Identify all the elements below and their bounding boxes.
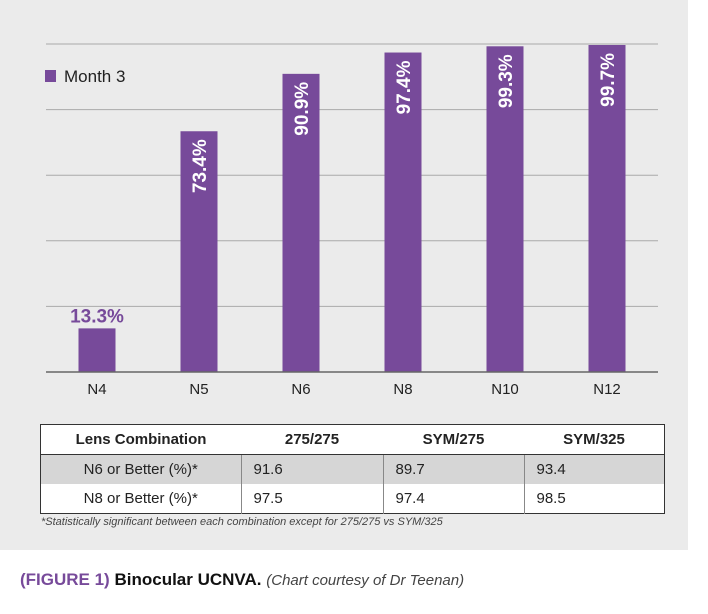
table-header: Lens Combination xyxy=(75,431,207,448)
gridlines xyxy=(46,43,658,307)
data-label: 73.4% xyxy=(190,139,211,193)
legend-label: Month 3 xyxy=(64,67,125,86)
bar xyxy=(384,52,422,372)
data-label: 99.7% xyxy=(598,53,619,107)
table-cell: 98.5 xyxy=(523,484,665,514)
table-header: SYM/325 xyxy=(563,431,625,448)
x-tick-label: N4 xyxy=(87,381,106,398)
legend-swatch xyxy=(45,70,56,82)
bar xyxy=(78,328,116,372)
figure-label: (FIGURE 1) xyxy=(20,570,110,589)
figure-title: Binocular UCNVA. xyxy=(114,570,262,589)
value-labels: 13.3% 73.4% 90.9% 97.4% 99.3% 99.7% xyxy=(70,53,619,327)
table-cell: 97.4 xyxy=(382,484,524,514)
table-cell: 91.6 xyxy=(240,454,383,484)
table-row-label: N8 or Better (%)* xyxy=(83,490,198,507)
data-label: 90.9% xyxy=(292,82,313,136)
table-row-label: N6 or Better (%)* xyxy=(40,454,241,484)
x-axis: N4 N5 N6 N8 N10 N12 xyxy=(46,371,658,398)
figure-credit: (Chart courtesy of Dr Teenan) xyxy=(266,572,465,589)
table-cell: 93.4 xyxy=(523,454,665,484)
legend: Month 3 xyxy=(45,67,125,86)
table-cell: 97.5 xyxy=(240,484,383,514)
data-label: 13.3% xyxy=(70,306,124,327)
data-label: 99.3% xyxy=(496,54,517,108)
table-row: N6 or Better (%)* 91.6 89.7 93.4 xyxy=(40,454,665,484)
figure-caption: (FIGURE 1) Binocular UCNVA. (Chart court… xyxy=(20,570,464,590)
x-tick-label: N5 xyxy=(189,381,208,398)
x-tick-label: N6 xyxy=(291,381,310,398)
table-row: N8 or Better (%)* 97.5 97.4 98.5 xyxy=(41,484,665,514)
table-footnote: *Statistically significant between each … xyxy=(41,516,443,528)
bar xyxy=(180,131,218,372)
table-cell: 89.7 xyxy=(382,454,524,484)
x-tick-label: N8 xyxy=(393,381,412,398)
table-header-row: Lens Combination 275/275 SYM/275 SYM/325 xyxy=(41,425,665,455)
bar xyxy=(486,46,524,373)
bar-chart: 13.3%73.4%90.9% 97.4% 99.3% 99.7% N4 N5 N6 N8 N… xyxy=(45,43,658,398)
x-tick-label: N12 xyxy=(593,381,621,398)
lens-combination-table: Lens Combination 275/275 SYM/275 SYM/325… xyxy=(40,424,665,514)
data-label: 97.4% xyxy=(394,60,415,114)
bars xyxy=(78,44,626,373)
bar xyxy=(282,73,320,373)
x-tick-label: N10 xyxy=(491,381,519,398)
bar xyxy=(588,44,626,372)
table-header: 275/275 xyxy=(284,431,340,448)
table-header: SYM/275 xyxy=(422,431,485,448)
